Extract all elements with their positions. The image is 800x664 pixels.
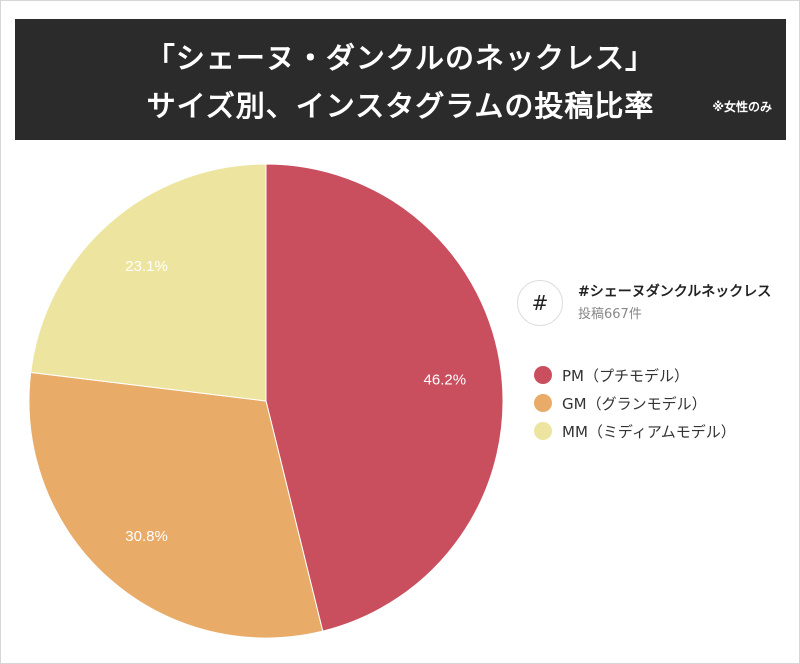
legend-label: GM（グランモデル）	[562, 394, 707, 413]
pie-chart: 46.2% 30.8% 23.1%	[28, 163, 504, 639]
legend-swatch	[534, 366, 552, 384]
title-note: ※女性のみ	[712, 100, 772, 114]
slice-label-gm: 30.8%	[125, 528, 168, 545]
pie-slice-gm	[28, 371, 324, 639]
pie-slice-mm	[30, 163, 267, 402]
pie-slice-pm	[265, 163, 504, 632]
chart-title-line2: サイズ別、インスタグラムの投稿比率	[146, 89, 655, 123]
hash-icon: #	[517, 280, 563, 326]
post-count: 投稿667件	[578, 307, 642, 322]
slice-label-pm: 46.2%	[424, 371, 467, 388]
legend-swatch	[534, 394, 552, 412]
hashtag-label: #シェーヌダンクルネックレス	[578, 284, 772, 300]
legend-swatch	[534, 422, 552, 440]
chart-title-line1: 「シェーヌ・ダンクルのネックレス」	[145, 41, 656, 75]
legend-item-pm: PM（プチモデル）	[534, 361, 736, 389]
legend-label: MM（ミディアムモデル）	[562, 422, 736, 441]
legend-label: PM（プチモデル）	[562, 366, 689, 385]
legend-item-mm: MM（ミディアムモデル）	[534, 417, 736, 445]
slice-label-mm: 23.1%	[125, 258, 168, 275]
legend: PM（プチモデル） GM（グランモデル） MM（ミディアムモデル）	[534, 361, 736, 445]
legend-item-gm: GM（グランモデル）	[534, 389, 736, 417]
hash-glyph: #	[531, 291, 549, 315]
title-banner: 「シェーヌ・ダンクルのネックレス」 サイズ別、インスタグラムの投稿比率 ※女性の…	[15, 19, 786, 140]
